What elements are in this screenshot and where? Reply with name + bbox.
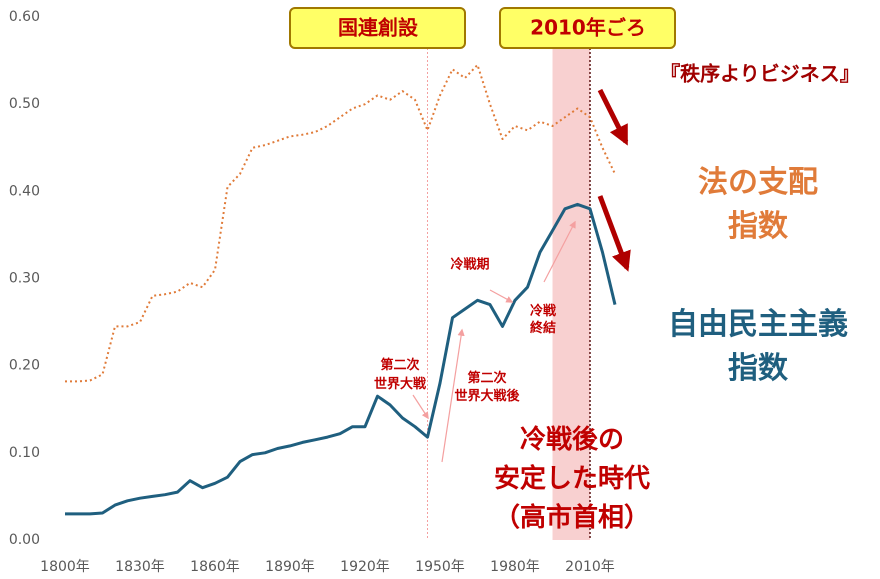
- x-tick-label: 1890年: [265, 559, 315, 575]
- arrows: [412, 88, 631, 463]
- annotation: 冷戦終結: [530, 303, 557, 336]
- y-tick-label: 0.20: [9, 358, 40, 374]
- annotation: 国連創設: [338, 16, 419, 40]
- annotation: 第二次世界大戦後: [454, 370, 520, 404]
- series-label: 自由民主主義指数: [668, 307, 848, 386]
- label-box: [499, 7, 676, 49]
- annotation: 第二次世界大戦: [374, 357, 427, 392]
- x-tick-label: 1950年: [415, 559, 465, 575]
- arrow: [489, 289, 514, 303]
- label-box: [289, 7, 466, 49]
- y-tick-label: 0.60: [9, 9, 40, 25]
- x-tick-label: 1800年: [40, 559, 90, 575]
- y-tick-label: 0.50: [9, 96, 40, 112]
- x-tick-label: 1860年: [190, 559, 240, 575]
- series-line: [65, 202, 617, 516]
- arrow: [441, 328, 465, 463]
- arrow: [543, 220, 576, 283]
- arrow: [597, 195, 631, 272]
- annotation: 2010年ごろ: [530, 16, 646, 40]
- lines-layer: [65, 63, 617, 516]
- annotation: 『秩序よりビジネス』: [660, 62, 860, 86]
- series-label: 法の支配指数: [698, 165, 818, 244]
- y-tick-label: 0.10: [9, 445, 40, 461]
- annotation: 冷戦期: [450, 257, 489, 273]
- x-tick-label: 1830年: [115, 559, 165, 575]
- x-tick-label: 2010年: [565, 559, 615, 575]
- arrow: [412, 394, 429, 420]
- y-tick-label: 0.00: [9, 532, 40, 548]
- y-tick-label: 0.40: [9, 183, 40, 199]
- x-tick-label: 1920年: [340, 559, 390, 575]
- y-tick-label: 0.30: [9, 271, 40, 287]
- x-tick-label: 1980年: [490, 559, 540, 575]
- arrow: [597, 88, 629, 146]
- highlight-band: [552, 32, 590, 540]
- annotation: 冷戦後の安定した時代（高市首相）: [494, 424, 650, 533]
- background-layer: 0.00 0.10 0.20 0.30 0.40 0.50 0.60 1800年 1830年 18…: [9, 9, 615, 575]
